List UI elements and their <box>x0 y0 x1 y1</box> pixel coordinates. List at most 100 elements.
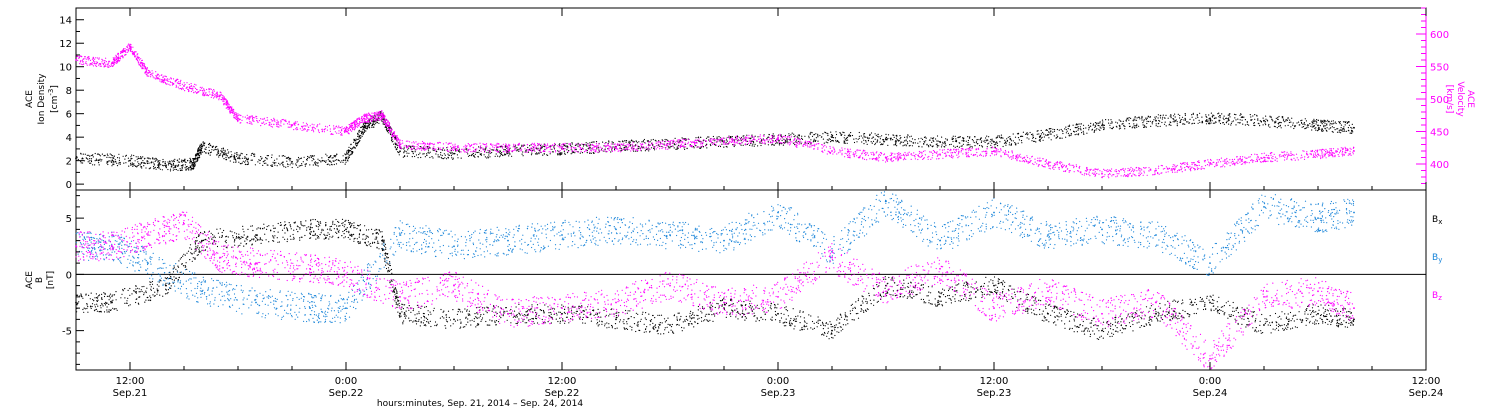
velocity-series-sample <box>421 146 423 149</box>
density-series-sample <box>1184 123 1186 125</box>
velocity-series-sample <box>105 65 107 67</box>
density-series-sample <box>451 151 453 154</box>
density-series-sample <box>961 145 963 147</box>
velocity-series-sample <box>117 57 119 60</box>
density-series-sample <box>1030 133 1033 136</box>
velocity-series-sample <box>223 100 225 102</box>
velocity-series-sample <box>483 149 485 151</box>
velocity-series-sample <box>256 117 258 120</box>
velocity-series-sample <box>365 118 367 120</box>
velocity-series-sample <box>212 92 214 94</box>
density-series-sample <box>342 155 344 157</box>
density-series-sample <box>794 135 796 137</box>
density-series-sample <box>1039 139 1041 141</box>
velocity-series-sample <box>273 119 275 121</box>
density-series-sample <box>853 138 855 140</box>
density-series-sample <box>1093 129 1096 131</box>
density-series-sample <box>602 141 604 143</box>
velocity-series-sample <box>399 145 401 147</box>
velocity-series-sample <box>687 141 690 143</box>
density-series-sample <box>132 164 134 166</box>
density-series-sample <box>403 148 405 150</box>
density-series-sample <box>371 125 373 127</box>
velocity-series-sample <box>203 89 205 91</box>
velocity-series-sample <box>449 149 451 151</box>
velocity-series-sample <box>423 145 426 147</box>
velocity-series-sample <box>309 125 311 127</box>
velocity-series-sample <box>237 119 239 121</box>
density-series-sample <box>215 146 217 148</box>
density-series-sample <box>177 161 179 163</box>
velocity-series-sample <box>80 60 82 62</box>
density-series-point <box>237 157 239 160</box>
velocity-series-sample <box>642 143 644 146</box>
velocity-series-sample <box>385 123 388 125</box>
velocity-series-point <box>1155 169 1157 172</box>
density-series-sample <box>332 160 334 162</box>
density-series-sample <box>1049 133 1051 135</box>
density-series-sample <box>582 143 584 146</box>
density-series-sample <box>147 162 149 165</box>
density-series-sample <box>1060 128 1062 131</box>
density-series-sample <box>974 136 976 138</box>
velocity-series-sample <box>240 122 242 124</box>
density-series-sample <box>457 150 459 152</box>
density-series-sample <box>177 159 179 161</box>
velocity-series-sample <box>338 130 340 132</box>
density-series-sample <box>1198 119 1200 121</box>
density-series-sample <box>286 160 288 162</box>
density-series-sample <box>1269 116 1271 118</box>
density-series-sample <box>1143 126 1145 128</box>
velocity-series-sample <box>107 62 109 64</box>
density-series-sample <box>1328 121 1330 123</box>
velocity-series-sample <box>372 119 374 121</box>
density-series-sample <box>935 143 937 145</box>
density-series-sample <box>927 145 930 147</box>
density-series-sample <box>1073 130 1075 132</box>
velocity-series-sample <box>426 142 429 144</box>
density-series-sample <box>327 159 329 161</box>
density-series-sample <box>788 134 790 137</box>
density-series-sample <box>1040 135 1042 137</box>
velocity-series-sample <box>235 118 238 120</box>
density-series-sample <box>227 152 229 154</box>
density-series-sample <box>785 141 787 143</box>
density-series-sample <box>444 157 446 159</box>
velocity-series-sample <box>700 143 702 145</box>
density-series-sample <box>139 164 141 166</box>
density-series-sample <box>1254 114 1256 116</box>
velocity-series-sample <box>374 120 376 122</box>
density-series-sample <box>1205 114 1207 116</box>
density-series-point <box>399 150 401 153</box>
density-series-sample <box>197 149 199 151</box>
density-series-sample <box>1346 122 1348 124</box>
density-series-sample <box>118 163 120 165</box>
density-series-sample <box>923 143 925 145</box>
velocity-series-sample <box>311 123 313 125</box>
density-series-sample <box>1347 127 1349 129</box>
velocity-series-sample <box>100 65 102 67</box>
velocity-series-sample <box>182 88 185 90</box>
density-series-sample <box>967 136 969 138</box>
density-series-sample <box>1299 124 1301 126</box>
density-series-sample <box>290 162 292 164</box>
velocity-series-sample <box>595 150 597 152</box>
density-series-sample <box>1017 132 1019 134</box>
density-series-sample <box>230 151 232 153</box>
velocity-series-sample <box>131 51 133 53</box>
density-series-sample <box>719 140 721 142</box>
velocity-series-sample <box>401 140 403 142</box>
density-series-sample <box>1026 132 1028 134</box>
velocity-series-sample <box>376 119 378 121</box>
density-series-sample <box>1256 114 1258 116</box>
density-series-sample <box>132 165 134 167</box>
density-series-sample <box>1307 126 1309 128</box>
velocity-series-sample <box>231 111 233 113</box>
density-series-sample <box>186 168 188 170</box>
density-series-sample <box>385 128 387 130</box>
velocity-series-sample <box>331 133 333 135</box>
velocity-series-sample <box>227 102 229 104</box>
density-series-sample <box>751 134 753 136</box>
density-series-sample <box>483 154 485 156</box>
velocity-series-sample <box>77 59 79 62</box>
